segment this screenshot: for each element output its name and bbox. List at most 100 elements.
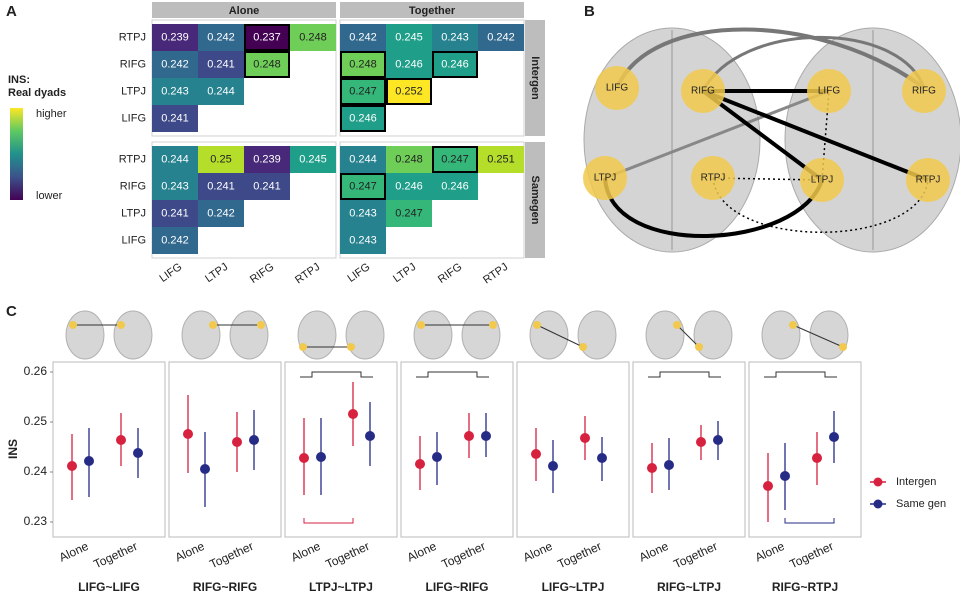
cell-label: 0.243	[349, 234, 377, 246]
facet-label: Samegen	[529, 176, 541, 225]
heat-cell	[386, 200, 432, 227]
heat-cell	[244, 146, 290, 173]
heat-cell	[386, 173, 432, 200]
brain-icon	[413, 310, 453, 360]
heat-cell	[198, 200, 244, 227]
cell-label: 0.242	[349, 31, 377, 43]
highlight-outline	[340, 51, 386, 78]
brain-icon	[809, 310, 849, 360]
cell-label: 0.242	[207, 31, 235, 43]
heat-cell	[152, 146, 198, 173]
edge	[702, 89, 929, 182]
strip	[525, 142, 545, 258]
edge	[615, 27, 926, 90]
y-tick-label: 0.25	[24, 414, 48, 428]
heat-cell	[340, 200, 386, 227]
icon-node	[347, 343, 355, 351]
plot-title: LTPJ~LTPJ	[309, 580, 373, 594]
cell-label: 0.245	[299, 153, 327, 165]
point	[348, 409, 358, 419]
x-tick-label: Together	[439, 539, 487, 571]
x-tick-label: LIFG	[157, 261, 184, 285]
edge	[712, 177, 929, 233]
icon-edge	[676, 324, 700, 348]
y-tick-label: RIFG	[120, 180, 146, 192]
point	[299, 453, 309, 463]
heat-cell	[198, 146, 244, 173]
point	[481, 431, 491, 441]
region-node	[583, 156, 627, 200]
heat-cell	[198, 51, 244, 78]
heat-cell	[340, 146, 386, 173]
heat-cell	[386, 24, 432, 51]
edge	[603, 177, 824, 238]
brain-icon	[181, 310, 221, 360]
plot-frame	[52, 361, 166, 538]
significance-bracket	[764, 371, 837, 378]
edge	[701, 35, 926, 92]
point	[249, 435, 259, 445]
significance-bracket	[416, 371, 489, 378]
x-tick-label: Alone	[173, 539, 207, 565]
icon-node	[673, 321, 681, 329]
cell-label: 0.241	[253, 180, 281, 192]
y-tick-label: 0.24	[24, 464, 48, 478]
cell-label: 0.247	[441, 153, 469, 165]
region-node	[681, 69, 725, 113]
cell-label: 0.247	[395, 207, 423, 219]
icon-node	[579, 343, 587, 351]
plot-frame	[168, 361, 282, 538]
heat-cell	[478, 24, 524, 51]
facet-label: Together	[409, 5, 456, 17]
region-label: LIFG	[606, 83, 628, 94]
edge	[604, 89, 830, 180]
x-tick-label: Together	[91, 539, 139, 571]
region-node	[807, 69, 851, 113]
y-tick-label: RIFG	[120, 58, 146, 70]
x-tick-label: Together	[671, 539, 719, 571]
plot-title: RIFG~RIFG	[193, 580, 257, 594]
heat-cell	[386, 146, 432, 173]
heat-cell	[152, 105, 198, 132]
y-tick-label: 0.23	[24, 514, 48, 528]
region-node	[902, 69, 946, 113]
plot-title: LIFG~RIFG	[426, 580, 489, 594]
icon-node	[257, 321, 265, 329]
cell-label: 0.25	[210, 153, 231, 165]
cell-label: 0.248	[395, 153, 423, 165]
cell-label: 0.246	[349, 112, 377, 124]
cell-label: 0.252	[395, 85, 423, 97]
point	[763, 481, 773, 491]
x-tick-label: Alone	[753, 539, 787, 565]
x-tick-label: Together	[323, 539, 371, 571]
heat-cell	[198, 78, 244, 105]
heat-cell	[152, 24, 198, 51]
y-tick-label: LIFG	[122, 234, 146, 246]
plot-frame	[400, 361, 514, 538]
brain-icon	[461, 310, 501, 360]
heat-cell	[244, 173, 290, 200]
strip	[525, 20, 545, 136]
cell-label: 0.242	[487, 31, 515, 43]
significance-bracket	[303, 518, 354, 524]
highlight-outline	[340, 173, 386, 200]
cell-label: 0.239	[253, 153, 281, 165]
cell-label: 0.242	[161, 234, 189, 246]
legend-title: INS:	[8, 74, 30, 86]
heat-cell	[340, 227, 386, 254]
heat-cell	[152, 227, 198, 254]
heat-cell	[152, 200, 198, 227]
cell-label: 0.248	[349, 58, 377, 70]
point	[829, 432, 839, 442]
y-tick-label: RTPJ	[119, 31, 146, 43]
point	[200, 464, 210, 474]
region-label: LIFG	[818, 86, 840, 97]
point	[664, 460, 674, 470]
x-tick-label: LTPJ	[203, 261, 230, 285]
heat-cell	[386, 78, 432, 105]
heat-cell	[198, 173, 244, 200]
point	[647, 463, 657, 473]
x-tick-label: RIFG	[248, 261, 276, 286]
region-node	[906, 158, 950, 202]
